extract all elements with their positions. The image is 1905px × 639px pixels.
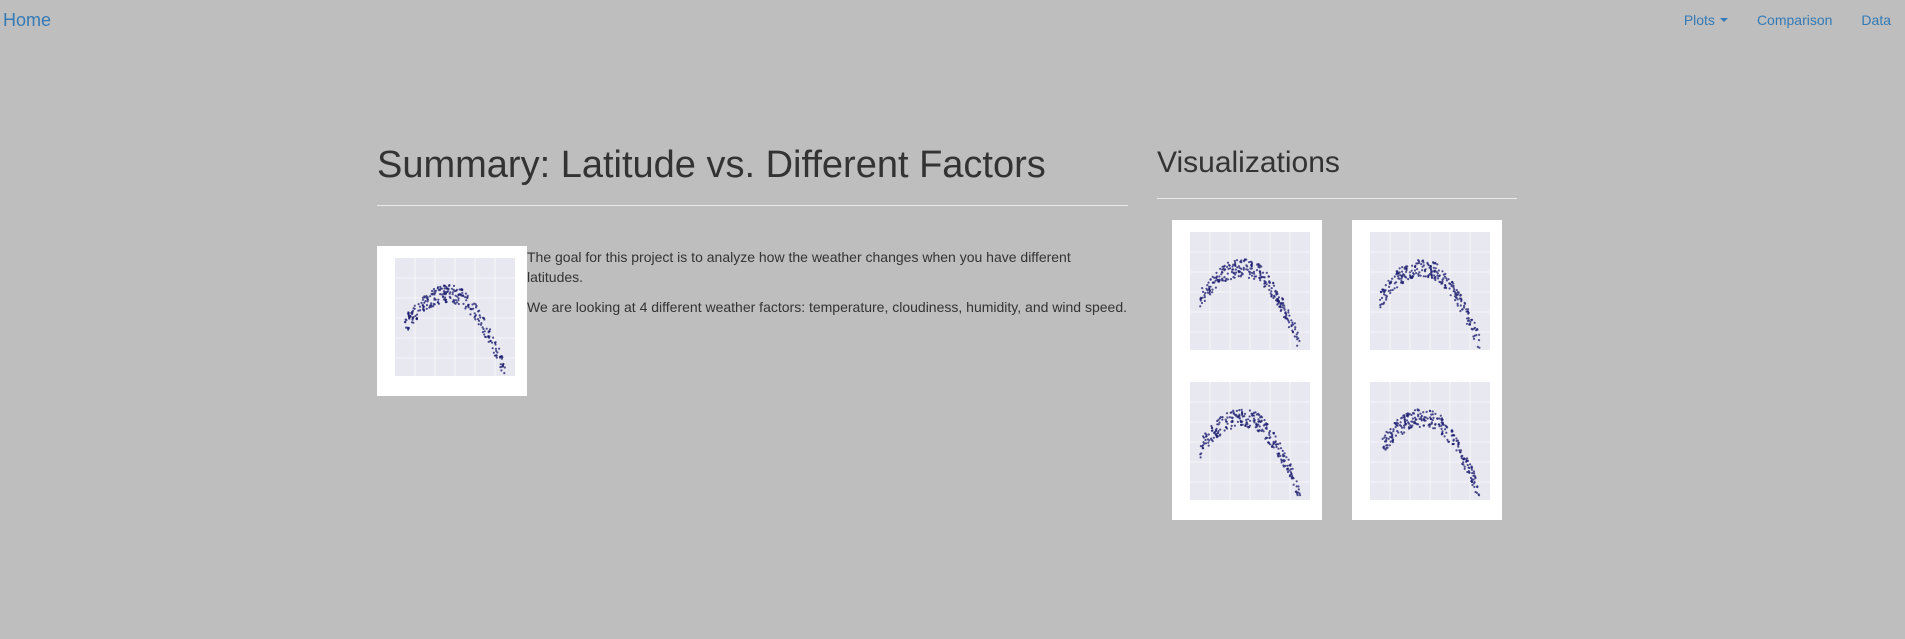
scatter-plot-thumbnail xyxy=(395,258,515,376)
page-title: Summary: Latitude vs. Different Factors xyxy=(377,144,1046,186)
viz-thumbnail-3[interactable] xyxy=(1172,370,1322,520)
summary-paragraph-factors: We are looking at 4 different weather fa… xyxy=(527,299,1127,315)
viz-thumbnail-4[interactable] xyxy=(1352,370,1502,520)
scatter-plot-thumbnail xyxy=(1370,382,1490,500)
home-link[interactable]: Home xyxy=(3,10,52,30)
visualizations-divider xyxy=(1157,198,1517,199)
summary-text: The goal for this project is to analyze … xyxy=(527,247,1127,327)
navbar: Home Plots Comparison Data xyxy=(0,0,1905,40)
viz-thumbnail-1[interactable] xyxy=(1172,220,1322,370)
viz-thumbnail-2[interactable] xyxy=(1352,220,1502,370)
caret-down-icon xyxy=(1719,18,1728,22)
summary-plot-image[interactable] xyxy=(377,246,527,396)
nav-plots-label: Plots xyxy=(1683,12,1715,28)
nav-menu: Plots Comparison Data xyxy=(1684,12,1905,28)
summary-paragraph-goal: The goal for this project is to analyze … xyxy=(527,249,1071,285)
scatter-plot-thumbnail xyxy=(1190,232,1310,350)
visualizations-title: Visualizations xyxy=(1157,146,1340,179)
scatter-plot-thumbnail xyxy=(1370,232,1490,350)
summary-header: Summary: Latitude vs. Different Factors xyxy=(377,144,1128,186)
nav-data-link[interactable]: Data xyxy=(1861,12,1891,28)
summary-divider xyxy=(377,205,1128,206)
nav-comparison-link[interactable]: Comparison xyxy=(1756,12,1833,28)
scatter-plot-thumbnail xyxy=(1190,382,1310,500)
nav-plots-dropdown[interactable]: Plots xyxy=(1684,12,1728,28)
